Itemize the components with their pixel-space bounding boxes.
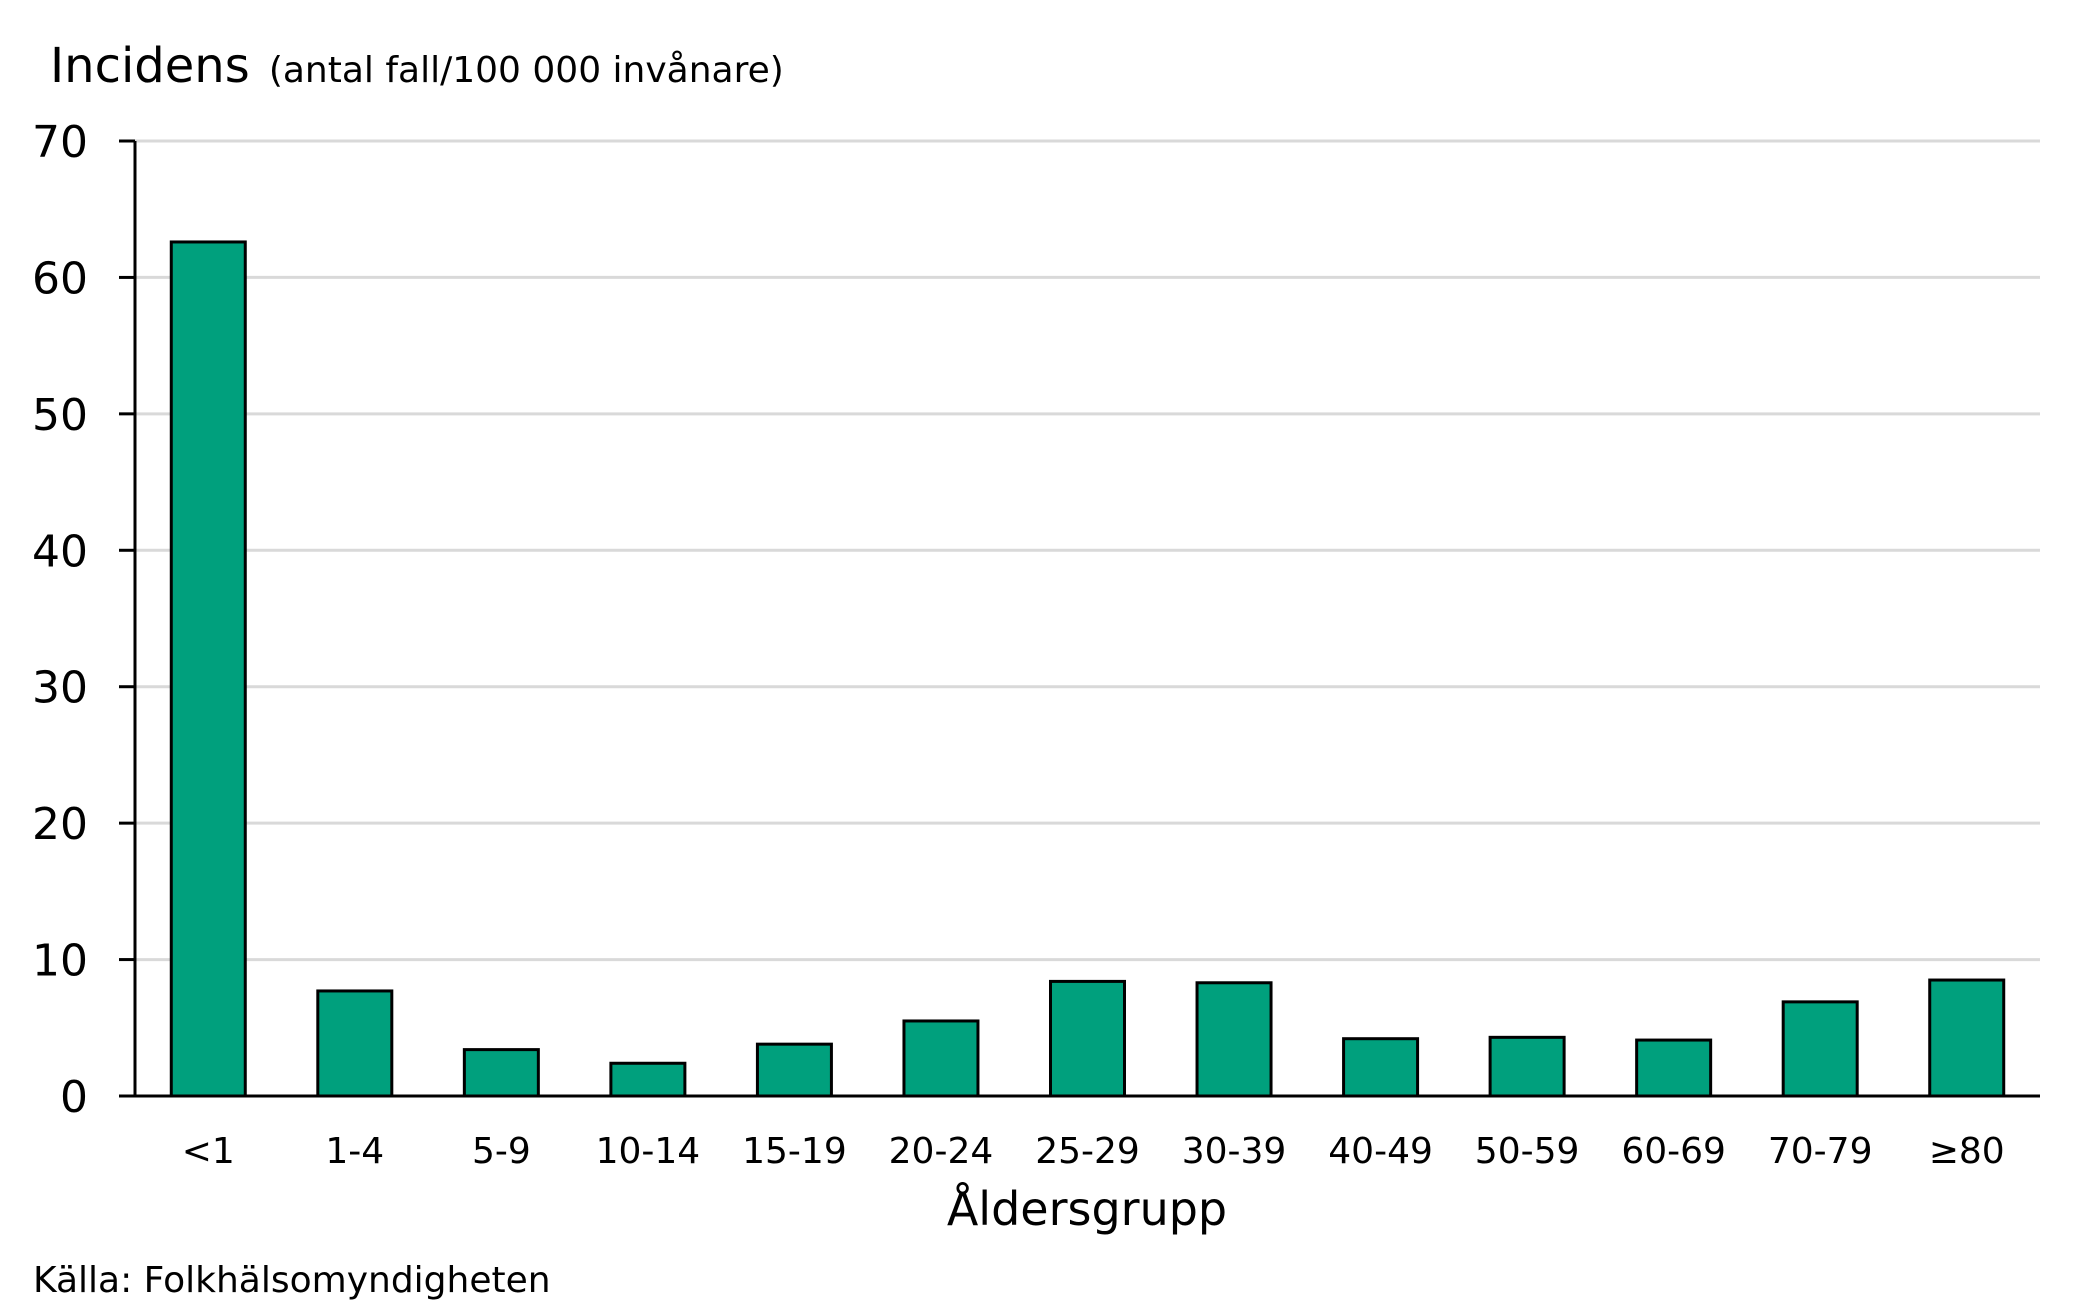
y-tick-label: 0 bbox=[60, 1072, 88, 1123]
bar bbox=[902, 1019, 980, 1098]
bar bbox=[609, 1061, 687, 1098]
bar bbox=[755, 1042, 833, 1098]
x-tick-label: 50-59 bbox=[1475, 1131, 1580, 1172]
y-tick-label: 50 bbox=[32, 390, 88, 441]
bar bbox=[1635, 1038, 1713, 1098]
y-axis-title-unit: (antal fall/100 000 invånare) bbox=[269, 50, 784, 91]
y-tick-label: 30 bbox=[32, 663, 88, 714]
bar bbox=[1049, 979, 1126, 1098]
bar bbox=[1195, 981, 1273, 1098]
bar bbox=[1928, 978, 2006, 1098]
x-tick-label: 60-69 bbox=[1621, 1131, 1726, 1172]
x-axis-title: Åldersgrupp bbox=[947, 1182, 1227, 1236]
y-tick-label: 40 bbox=[32, 526, 88, 577]
x-tick-label: 15-19 bbox=[742, 1131, 847, 1172]
y-tick-label: 20 bbox=[32, 799, 88, 850]
y-axis-title-main: Incidens bbox=[50, 38, 250, 94]
x-tick-label: 20-24 bbox=[889, 1131, 994, 1172]
y-tick-label: 70 bbox=[32, 117, 88, 168]
bar bbox=[462, 1048, 540, 1098]
y-tick-label: 10 bbox=[32, 936, 88, 987]
x-tick-label: <1 bbox=[182, 1131, 235, 1172]
x-tick-label: 5-9 bbox=[472, 1131, 531, 1172]
y-tick-labels: 0 10 20 30 40 50 60 70 bbox=[32, 117, 88, 1123]
x-tick-label: 30-39 bbox=[1182, 1131, 1287, 1172]
x-tick-labels: <1 1-4 5-9 10-14 15-19 20-24 25-29 30-39 40-49 50… bbox=[182, 1131, 2005, 1172]
x-tick-label: 70-79 bbox=[1768, 1131, 1873, 1172]
bars bbox=[169, 240, 2006, 1098]
x-tick-label: 1-4 bbox=[325, 1131, 384, 1172]
bar bbox=[1488, 1035, 1566, 1098]
bar bbox=[169, 240, 247, 1098]
x-tick-label: 25-29 bbox=[1035, 1131, 1140, 1172]
x-tick-label: ≥80 bbox=[1929, 1131, 2005, 1172]
y-axis-title: Incidens (antal fall/100 000 invånare) bbox=[50, 38, 784, 94]
bar bbox=[1781, 1000, 1859, 1098]
x-tick-label: 40-49 bbox=[1328, 1131, 1433, 1172]
source-label: Källa: Folkhälsomyndigheten bbox=[33, 1260, 551, 1301]
x-tick-label: 10-14 bbox=[596, 1131, 701, 1172]
gridlines bbox=[135, 139, 2040, 962]
bar bbox=[1342, 1037, 1420, 1098]
axes bbox=[119, 139, 2040, 1098]
bar bbox=[316, 989, 394, 1098]
y-tick-label: 60 bbox=[32, 253, 88, 304]
